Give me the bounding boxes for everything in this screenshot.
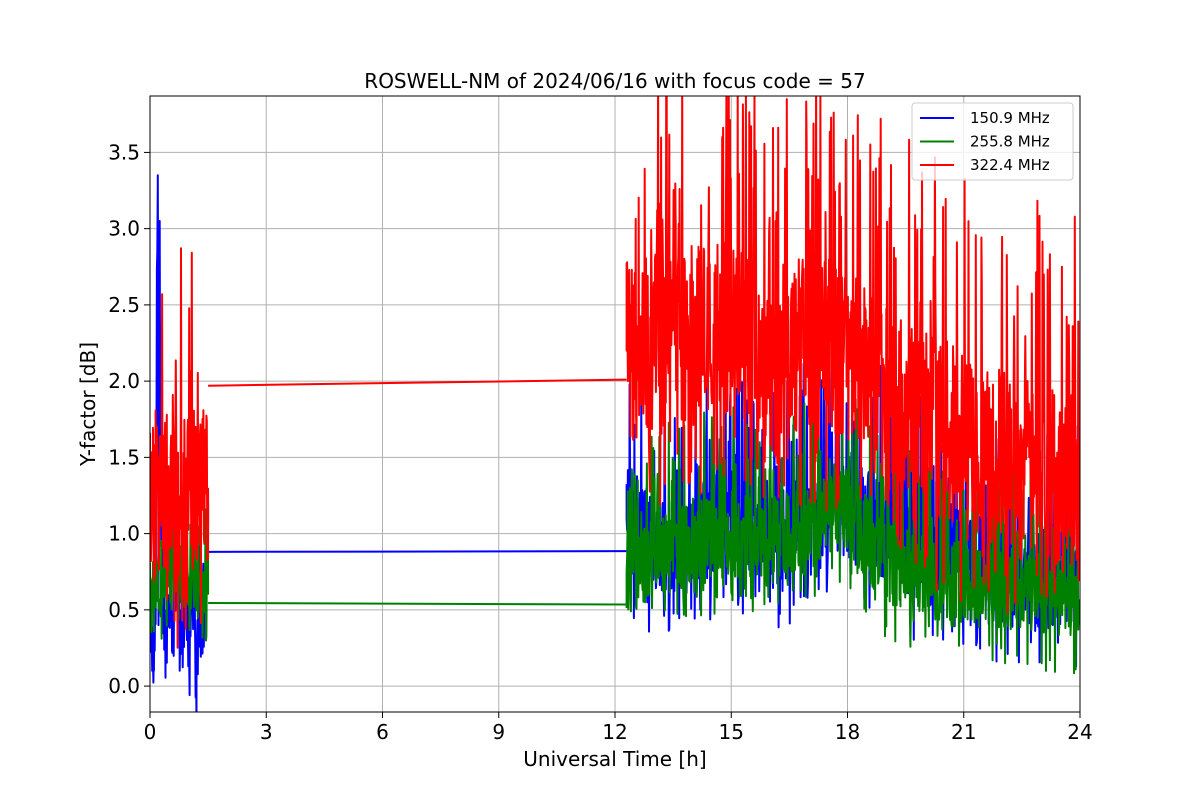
series-line xyxy=(150,247,210,649)
legend-box xyxy=(911,102,1074,181)
legend: 150.9 MHz 255.8 MHz 322.4 MHz xyxy=(911,102,1074,181)
series-line xyxy=(208,378,627,387)
axis-ticks: 0 3 6 9 12 15 18 21 24 0.0 0.5 1.0 1.5 2.0 2.5 3.0 3.5 xyxy=(108,140,1093,744)
legend-label: 322.4 MHz xyxy=(970,156,1050,174)
series-line xyxy=(625,392,1080,675)
series-line xyxy=(208,602,627,606)
x-tick-label: 15 xyxy=(719,720,744,744)
series-layer xyxy=(150,96,1080,712)
x-tick-label: 0 xyxy=(144,720,157,744)
x-tick-label: 3 xyxy=(260,720,273,744)
x-tick-label: 9 xyxy=(492,720,505,744)
y-tick-label: 3.5 xyxy=(108,140,140,164)
legend-label: 150.9 MHz xyxy=(970,109,1050,127)
legend-label: 255.8 MHz xyxy=(970,133,1050,151)
x-tick-label: 21 xyxy=(951,720,976,744)
y-tick-label: 3.0 xyxy=(108,217,140,241)
series-322-4-mhz xyxy=(150,96,1080,649)
x-tick-label: 24 xyxy=(1067,720,1092,744)
series-line xyxy=(208,550,627,553)
y-tick-label: 0.5 xyxy=(108,598,140,622)
x-axis-label: Universal Time [h] xyxy=(523,747,706,771)
x-tick-label: 6 xyxy=(376,720,389,744)
y-axis-label: Y-factor [dB] xyxy=(76,342,100,467)
y-tick-label: 0.0 xyxy=(108,674,140,698)
y-tick-label: 1.5 xyxy=(108,445,140,469)
chart-title: ROSWELL-NM of 2024/06/16 with focus code… xyxy=(364,69,865,93)
x-tick-label: 18 xyxy=(835,720,860,744)
y-tick-label: 1.0 xyxy=(108,522,140,546)
y-tick-label: 2.5 xyxy=(108,293,140,317)
y-tick-label: 2.0 xyxy=(108,369,140,393)
series-line xyxy=(625,96,1080,615)
x-tick-label: 12 xyxy=(602,720,627,744)
